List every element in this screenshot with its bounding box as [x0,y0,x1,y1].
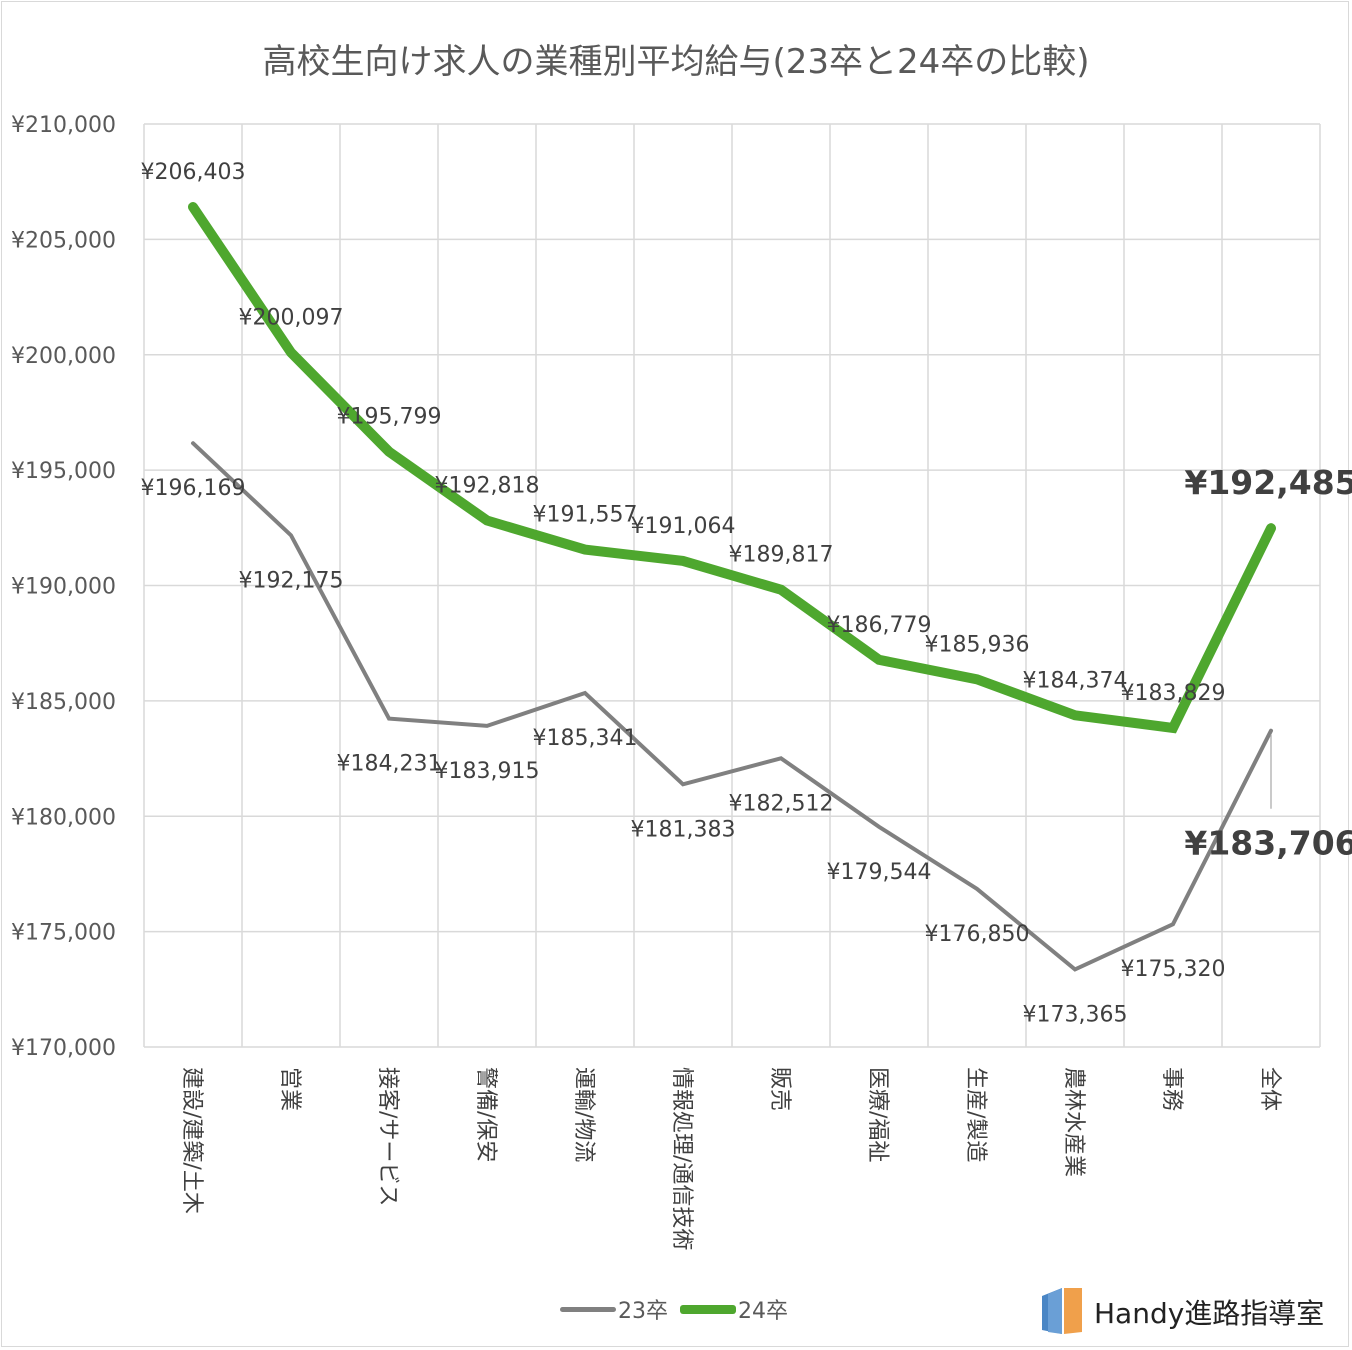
data-label: ¥200,097 [239,306,344,331]
x-category-label: 販売 [767,1067,792,1111]
legend-item-24: 24卒 [680,1293,788,1325]
data-label: ¥173,365 [1023,1002,1128,1027]
brand-name: Handy進路指導室 [1094,1297,1325,1330]
brand-logo-icon [1040,1286,1084,1338]
y-tick-label: ¥195,000 [11,459,116,484]
data-label: ¥185,341 [533,726,638,751]
x-category-label: 医療/福祉 [865,1067,890,1162]
data-label: ¥192,818 [435,473,540,498]
data-label: ¥182,512 [729,791,834,816]
x-category-label: 接客/サービス [375,1067,400,1206]
legend-label-24: 24卒 [738,1299,788,1324]
data-label: ¥183,829 [1121,681,1226,706]
data-label: ¥184,374 [1023,668,1128,693]
x-category-label: 建設/建築/土木 [179,1067,204,1214]
data-label: ¥206,403 [141,160,246,185]
series-line-0 [191,441,1273,972]
legend-item-23: 23卒 [560,1293,668,1325]
x-category-label: 警備/保安 [473,1067,498,1162]
data-label: ¥175,320 [1121,957,1226,982]
y-tick-label: ¥190,000 [11,575,116,600]
data-label: ¥191,064 [631,514,736,539]
y-tick-label: ¥185,000 [11,690,116,715]
y-tick-label: ¥200,000 [11,344,116,369]
data-label: ¥183,915 [435,759,540,784]
x-category-label: 運輸/物流 [571,1067,596,1162]
y-tick-label: ¥210,000 [11,113,116,138]
y-tick-label: ¥180,000 [11,805,116,830]
x-category-label: 情報処理/通信技術 [669,1067,694,1250]
data-label: ¥186,779 [827,613,932,638]
series-line-1 [188,202,1276,734]
x-category-label: 事務 [1159,1067,1184,1111]
data-label: ¥192,485 [1184,463,1352,502]
brand: Handy進路指導室 [1040,1286,1324,1338]
data-label: ¥192,175 [239,568,344,593]
data-label: ¥189,817 [729,543,834,568]
y-tick-label: ¥175,000 [11,921,116,946]
legend-swatch-23 [560,1306,616,1312]
data-label: ¥181,383 [631,817,736,842]
y-tick-label: ¥170,000 [11,1036,116,1061]
x-category-label: 農林水産業 [1061,1067,1086,1177]
legend-label-23: 23卒 [618,1299,668,1324]
data-label: ¥184,231 [337,752,442,777]
data-label: ¥185,936 [925,632,1030,657]
data-label: ¥196,169 [141,476,246,501]
chart-title: 高校生向け求人の業種別平均給与(23卒と24卒の比較) [262,42,1090,82]
data-label: ¥179,544 [827,860,932,885]
data-label: ¥176,850 [925,922,1030,947]
data-label: ¥191,557 [533,503,638,528]
x-category-label: 営業 [277,1067,302,1111]
y-tick-label: ¥205,000 [11,228,116,253]
data-label: ¥195,799 [337,405,442,430]
legend-swatch-24 [680,1304,736,1314]
x-category-label: 全体 [1257,1067,1282,1111]
x-category-label: 生産/製造 [963,1067,988,1162]
legend: 23卒 24卒 [560,1294,800,1324]
data-label: ¥183,706 [1184,824,1352,863]
